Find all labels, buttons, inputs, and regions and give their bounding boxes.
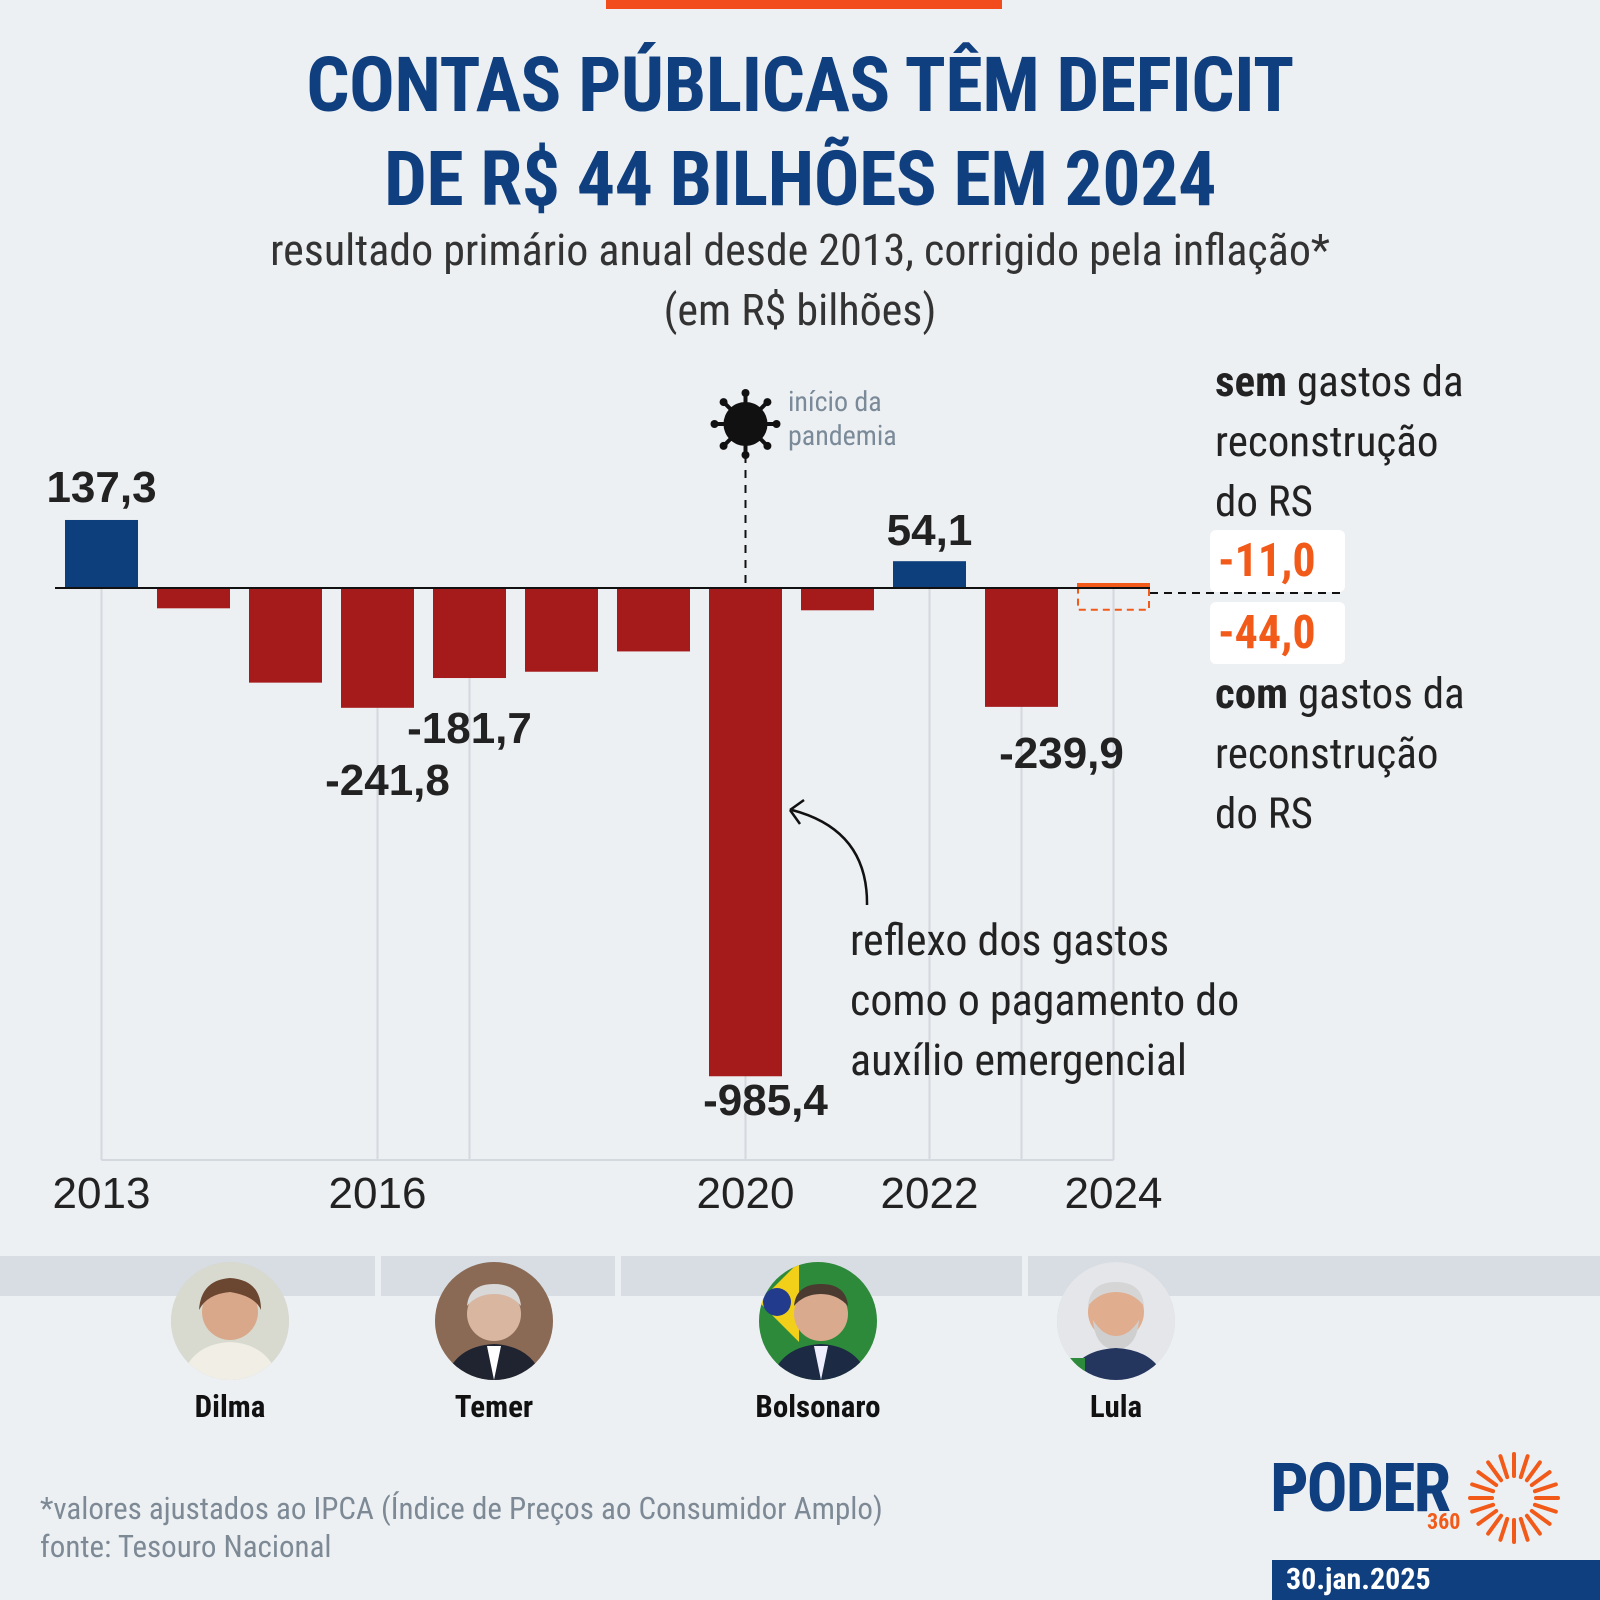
side-note-with-line-3: do RS — [1215, 789, 1313, 839]
avatar — [1057, 1262, 1175, 1380]
side-note-with-line-2: reconstrução — [1215, 729, 1439, 779]
sun-ray — [1476, 1508, 1499, 1526]
president-name: Temer — [454, 1388, 534, 1425]
sun-ray — [1470, 1502, 1496, 1514]
virus-icon — [723, 402, 768, 446]
bar-2024 — [1077, 583, 1150, 588]
bar-2018 — [525, 588, 598, 672]
side-note-without: sem gastos da reconstrução do RS — [1215, 352, 1464, 532]
annotation-line-3: auxílio emergencial — [850, 1034, 1188, 1086]
bar-2016 — [341, 588, 414, 708]
president-name: Bolsonaro — [755, 1388, 881, 1425]
avatar — [435, 1262, 553, 1380]
bar-2019 — [617, 588, 690, 652]
virus-spike-tip — [772, 420, 781, 428]
side-note-without-line-3: do RS — [1215, 477, 1313, 527]
pandemic-note-line-1: início da — [788, 385, 882, 418]
top-accent-bar — [606, 0, 1002, 9]
value-label-2022: 54,1 — [887, 506, 973, 555]
bar-2015 — [249, 588, 322, 683]
side-note-with-bold: com — [1215, 669, 1289, 719]
side-note-without-bold: sem — [1215, 357, 1287, 407]
president-lula: Lula — [1016, 1262, 1216, 1425]
sun-ray — [1476, 1470, 1499, 1488]
bar-2023 — [985, 588, 1058, 707]
bar-2017 — [433, 588, 506, 679]
virus-spike-tip — [763, 441, 772, 450]
chart-subtitle: resultado primário anual desde 2013, cor… — [0, 220, 1600, 340]
value-with-rs: -44,0 — [1210, 602, 1345, 664]
side-note-with-rest: gastos da — [1288, 669, 1465, 719]
virus-spike-tip — [741, 389, 750, 397]
sun-ray — [1529, 1508, 1552, 1526]
avatar — [171, 1262, 289, 1380]
footnote-source: fonte: Tesouro Nacional — [40, 1528, 332, 1565]
footnote-ipca: *valores ajustados ao IPCA (Índice de Pr… — [40, 1490, 883, 1527]
title-line-1: CONTAS PÚBLICAS TÊM DEFICIT — [306, 40, 1294, 130]
value-label-2020: -985,4 — [703, 1076, 828, 1125]
logo-sub: 360 — [1427, 1510, 1461, 1535]
side-note-without-line-2: reconstrução — [1215, 417, 1439, 467]
sun-burst-icon — [1468, 1452, 1560, 1544]
arrow-head-icon — [788, 798, 805, 825]
bar-2024-with-rs — [1077, 587, 1150, 611]
side-note-without-rest: gastos da — [1287, 357, 1464, 407]
x-tick-label: 2013 — [53, 1169, 151, 1210]
pandemic-note-line-2: pandemia — [788, 419, 897, 452]
publication-date: 30.jan.2025 — [1272, 1560, 1600, 1600]
bar-2022 — [893, 561, 966, 588]
president-temer: Temer — [394, 1262, 594, 1425]
president-bolsonaro: Bolsonaro — [718, 1262, 918, 1425]
sun-ray — [1470, 1482, 1496, 1494]
emergency-aid-annotation: reflexo dos gastos como o pagamento do a… — [850, 910, 1239, 1090]
x-tick-label: 2020 — [697, 1169, 795, 1210]
sun-ray — [1529, 1470, 1552, 1488]
sun-ray — [1524, 1460, 1542, 1483]
bar-2014 — [157, 588, 230, 609]
president-dilma: Dilma — [130, 1262, 330, 1425]
sun-ray — [1498, 1454, 1510, 1480]
bar-2013 — [65, 519, 138, 588]
sun-ray — [1486, 1460, 1504, 1483]
sun-ray — [1532, 1482, 1558, 1494]
sun-ray — [1518, 1516, 1530, 1542]
sun-ray — [1532, 1502, 1558, 1514]
x-tick-label: 2022 — [881, 1169, 979, 1210]
virus-spike-tip — [710, 420, 719, 428]
x-tick-label: 2024 — [1065, 1169, 1163, 1210]
logo-text: PODER — [1270, 1448, 1451, 1528]
virus-spike-tip — [719, 441, 728, 450]
subtitle-line-1: resultado primário anual desde 2013, cor… — [270, 224, 1330, 276]
value-without-rs: -11,0 — [1210, 530, 1345, 592]
annotation-arrow — [791, 808, 869, 906]
bar-2021 — [801, 588, 874, 611]
annotation-line-2: como o pagamento do — [850, 974, 1240, 1026]
virus-spike-tip — [719, 398, 728, 407]
value-label-2016: -241,8 — [325, 756, 450, 805]
title-line-2: DE R$ 44 BILHÕES EM 2024 — [384, 134, 1216, 224]
sun-ray — [1498, 1516, 1510, 1542]
footnote: *valores ajustados ao IPCA (Índice de Pr… — [40, 1490, 883, 1566]
chart-title: CONTAS PÚBLICAS TÊM DEFICIT DE R$ 44 BIL… — [0, 38, 1600, 226]
x-tick-label: 2016 — [329, 1169, 427, 1210]
avatar — [759, 1262, 877, 1380]
side-note-with: com gastos da reconstrução do RS — [1215, 664, 1465, 844]
president-name: Lula — [1089, 1388, 1143, 1425]
poder360-logo: PODER 360 — [1270, 1448, 1570, 1548]
virus-spike-tip — [763, 398, 772, 407]
subtitle-line-2: (em R$ bilhões) — [663, 284, 937, 336]
sun-ray — [1518, 1454, 1530, 1480]
value-label-2023: -239,9 — [999, 729, 1124, 778]
bar-2020 — [709, 588, 782, 1077]
value-label-2017: -181,7 — [407, 704, 532, 753]
bar-chart: 137,3 -241,8-181,7 -985,4 54,1 -239,9 2013 201… — [46, 389, 1345, 1210]
annotation-line-1: reflexo dos gastos — [850, 914, 1170, 966]
sun-ray — [1486, 1513, 1504, 1536]
virus-spike-tip — [741, 451, 750, 459]
sun-ray — [1524, 1513, 1542, 1536]
pandemic-note: início da pandemia — [788, 385, 897, 453]
president-name: Dilma — [194, 1388, 266, 1425]
value-label-2013: 137,3 — [46, 463, 156, 512]
